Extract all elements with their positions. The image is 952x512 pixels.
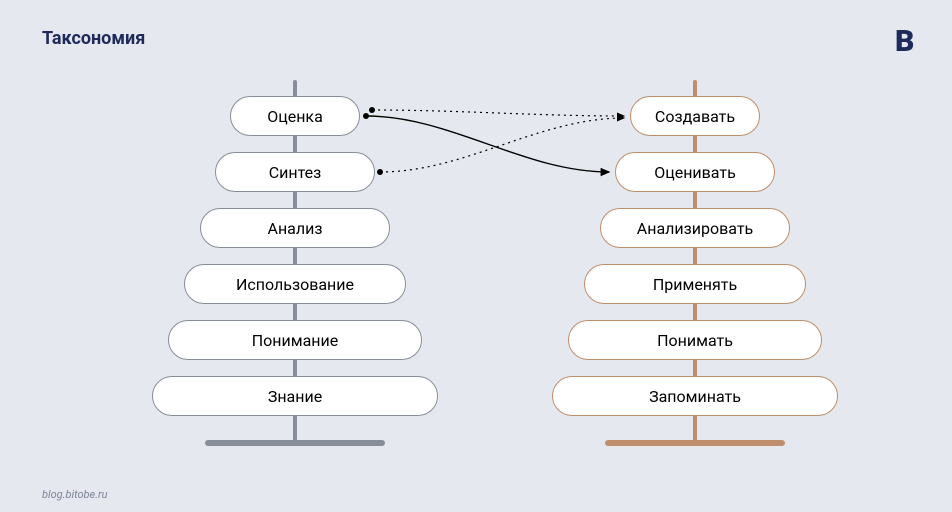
footer-credit-text: blog.bitobe.ru — [42, 488, 108, 501]
arrow-left1-to-right0-startdot — [377, 169, 383, 175]
tree-left-level-2: Анализ — [200, 208, 390, 248]
tree-left-level-3: Использование — [184, 264, 406, 304]
tree-left-level-5: Знание — [152, 376, 438, 416]
tree-left-level-3-label: Использование — [236, 275, 354, 294]
tree-left-level-0: Оценка — [230, 96, 360, 136]
tree-right-level-3-label: Применять — [653, 275, 737, 294]
tree-right-level-5: Запоминать — [552, 376, 838, 416]
tree-right-level-1-label: Оценивать — [654, 163, 736, 182]
tree-right: Создавать Оценивать Анализировать Применять… — [0, 0, 952, 512]
tree-left-trunk — [293, 80, 297, 444]
tree-right-level-4-label: Понимать — [657, 331, 733, 350]
diagram-canvas: Таксономия B Оценка Синтез Анализ Использов… — [0, 0, 952, 512]
tree-left-base — [205, 440, 385, 446]
arrow-left0-to-right1 — [366, 116, 609, 172]
arrow-left0-to-right0-startdot — [369, 107, 375, 113]
tree-right-level-0: Создавать — [630, 96, 760, 136]
tree-right-level-5-label: Запоминать — [649, 387, 741, 406]
arrow-left0-to-right0 — [372, 110, 624, 116]
page-title: Таксономия — [42, 28, 145, 49]
tree-left-level-4: Понимание — [168, 320, 422, 360]
arrow-layer — [0, 0, 952, 512]
page-title-text: Таксономия — [42, 28, 145, 49]
tree-right-base — [605, 440, 785, 446]
tree-left-level-1-label: Синтез — [269, 163, 322, 182]
tree-right-level-2: Анализировать — [600, 208, 790, 248]
brand-logo: B — [895, 24, 914, 59]
arrow-left1-to-right0 — [380, 118, 624, 172]
tree-left: Оценка Синтез Анализ Использование Понимание… — [0, 0, 952, 512]
tree-left-level-1: Синтез — [215, 152, 375, 192]
tree-left-level-2-label: Анализ — [268, 219, 323, 238]
tree-left-level-4-label: Понимание — [252, 331, 339, 350]
tree-left-level-5-label: Знание — [268, 387, 322, 406]
brand-logo-letter: B — [895, 24, 914, 59]
arrow-left0-to-right1-startdot — [363, 113, 369, 119]
tree-right-level-2-label: Анализировать — [637, 219, 753, 238]
tree-right-trunk — [693, 80, 697, 444]
tree-right-level-3: Применять — [584, 264, 806, 304]
footer-credit: blog.bitobe.ru — [42, 488, 108, 501]
tree-left-level-0-label: Оценка — [267, 107, 323, 126]
tree-right-level-1: Оценивать — [615, 152, 775, 192]
tree-right-level-4: Понимать — [568, 320, 822, 360]
tree-right-level-0-label: Создавать — [655, 107, 735, 126]
